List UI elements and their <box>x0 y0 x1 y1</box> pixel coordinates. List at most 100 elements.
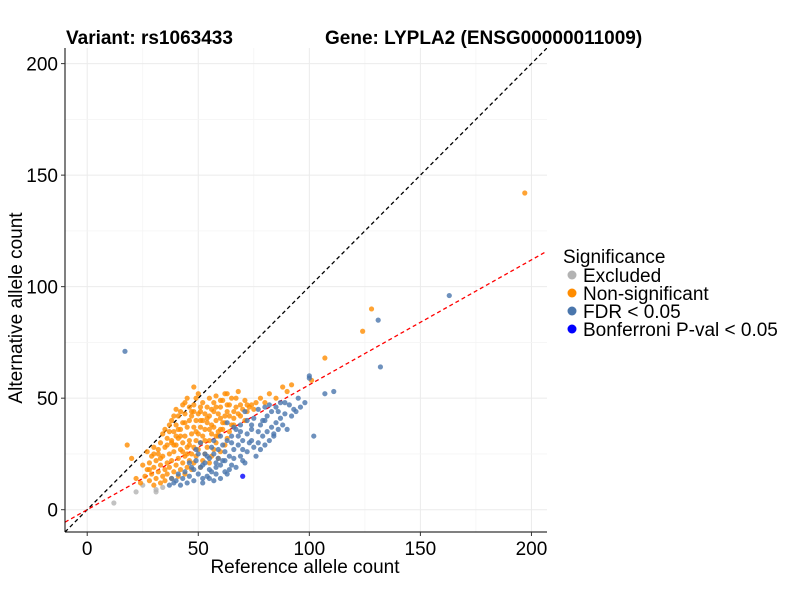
point-fdr-0-05 <box>240 458 246 464</box>
point-non-significant <box>233 404 239 410</box>
point-fdr-0-05 <box>282 400 288 406</box>
point-non-significant <box>129 455 135 461</box>
point-non-significant <box>162 426 168 433</box>
point-non-significant <box>186 417 192 424</box>
point-fdr-0-05 <box>211 478 217 484</box>
point-fdr-0-05 <box>244 431 250 437</box>
point-fdr-0-05 <box>260 433 266 439</box>
point-non-significant <box>195 391 201 397</box>
point-fdr-0-05 <box>284 426 290 433</box>
point-fdr-0-05 <box>251 415 257 421</box>
legend-label-non-significant: Non-significant <box>583 284 709 305</box>
x-tick-label: 0 <box>82 539 93 560</box>
point-fdr-0-05 <box>242 408 248 415</box>
point-non-significant <box>153 458 159 464</box>
point-fdr-0-05 <box>302 400 308 406</box>
point-fdr-0-05 <box>226 466 232 473</box>
point-fdr-0-05 <box>275 408 281 415</box>
point-fdr-0-05 <box>240 446 246 453</box>
point-non-significant <box>180 460 186 466</box>
point-fdr-0-05 <box>217 475 224 482</box>
point-non-significant <box>237 413 244 419</box>
point-non-significant <box>253 400 259 406</box>
legend-label-fdr-0-05: FDR < 0.05 <box>583 302 681 323</box>
point-non-significant <box>184 424 190 430</box>
point-non-significant <box>189 413 195 419</box>
point-fdr-0-05 <box>282 411 288 417</box>
y-tick-label: 0 <box>47 501 58 522</box>
point-non-significant <box>153 475 159 482</box>
point-fdr-0-05 <box>231 455 237 461</box>
point-bonferroni-p-val-0-05 <box>240 473 246 479</box>
point-non-significant <box>193 417 199 424</box>
point-non-significant <box>202 411 208 417</box>
point-non-significant <box>155 451 161 457</box>
point-non-significant <box>208 431 215 437</box>
point-fdr-0-05 <box>228 440 235 446</box>
point-non-significant <box>146 478 153 484</box>
point-non-significant <box>284 388 290 395</box>
point-non-significant <box>155 446 161 453</box>
point-non-significant <box>242 397 248 404</box>
reference-lines <box>65 48 547 532</box>
legend-key-non-significant <box>567 288 577 298</box>
point-non-significant <box>166 429 172 435</box>
point-fdr-0-05 <box>255 440 261 446</box>
x-tick-label: 200 <box>516 539 548 560</box>
point-fdr-0-05 <box>280 422 286 428</box>
x-tick-label: 150 <box>405 539 437 560</box>
point-non-significant <box>182 411 188 417</box>
point-fdr-0-05 <box>224 420 230 426</box>
point-fdr-0-05 <box>266 437 272 444</box>
point-fdr-0-05 <box>255 429 261 435</box>
point-fdr-0-05 <box>322 391 328 397</box>
point-fdr-0-05 <box>266 402 272 408</box>
point-non-significant <box>197 424 204 430</box>
x-tick-label: 100 <box>293 539 325 560</box>
point-fdr-0-05 <box>331 388 337 395</box>
point-non-significant <box>273 395 279 401</box>
point-fdr-0-05 <box>228 462 235 468</box>
y-tick-label: 100 <box>26 278 58 299</box>
point-non-significant <box>211 400 217 406</box>
legend: Significance ExcludedNon-significantFDR … <box>563 247 778 341</box>
point-fdr-0-05 <box>175 471 181 477</box>
point-non-significant <box>215 411 221 417</box>
point-non-significant <box>200 400 206 406</box>
point-non-significant <box>368 306 375 312</box>
x-tick-label: 50 <box>188 539 209 560</box>
point-fdr-0-05 <box>193 458 199 464</box>
point-fdr-0-05 <box>233 464 239 470</box>
point-fdr-0-05 <box>191 466 197 473</box>
point-non-significant <box>182 420 188 426</box>
point-excluded <box>160 484 166 490</box>
point-fdr-0-05 <box>220 442 226 448</box>
point-fdr-0-05 <box>264 429 270 435</box>
point-fdr-0-05 <box>240 437 246 444</box>
point-fdr-0-05 <box>186 473 192 479</box>
point-fdr-0-05 <box>277 400 284 406</box>
point-non-significant <box>151 444 157 450</box>
data-points <box>111 190 528 506</box>
point-non-significant <box>197 404 204 410</box>
point-fdr-0-05 <box>235 433 241 439</box>
point-non-significant <box>200 433 206 439</box>
point-non-significant <box>215 429 221 435</box>
legend-key-bonferroni-p-val-0-05 <box>567 324 577 334</box>
point-non-significant <box>193 437 199 444</box>
point-fdr-0-05 <box>237 453 244 459</box>
point-non-significant <box>182 433 188 439</box>
point-fdr-0-05 <box>186 460 192 466</box>
point-non-significant <box>322 355 328 361</box>
point-fdr-0-05 <box>211 437 217 444</box>
point-non-significant <box>280 384 286 390</box>
legend-label-excluded: Excluded <box>583 266 661 287</box>
point-non-significant <box>237 402 244 408</box>
point-fdr-0-05 <box>217 462 224 468</box>
point-non-significant <box>169 458 175 464</box>
point-non-significant <box>257 395 264 401</box>
point-non-significant <box>228 395 235 401</box>
point-non-significant <box>173 406 179 412</box>
point-non-significant <box>191 384 197 390</box>
x-axis-label: Reference allele count <box>210 557 400 578</box>
